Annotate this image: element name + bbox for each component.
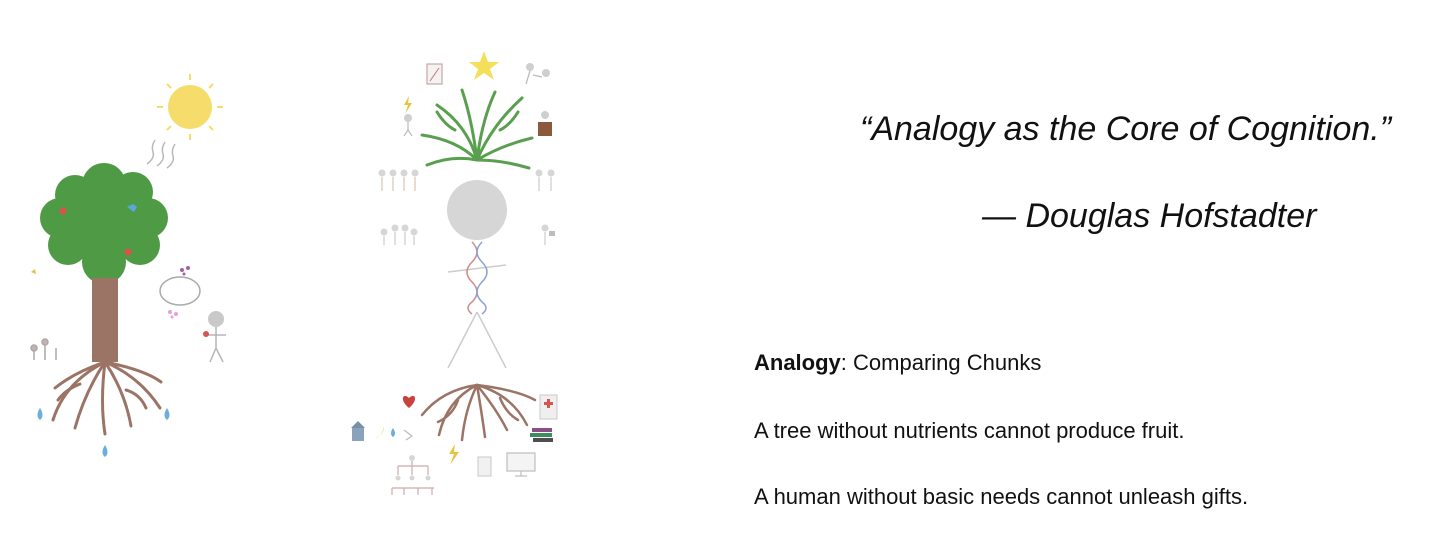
device-icon — [477, 456, 492, 477]
family-tree-icon — [391, 455, 434, 495]
quote-attribution: — Douglas Hofstadter — [982, 197, 1317, 235]
star-icon — [469, 51, 499, 80]
quote-text: “Analogy as the Core of Cognition.” — [860, 110, 1392, 148]
fruit-icon — [124, 248, 132, 256]
butterfly-icon — [180, 266, 190, 276]
apple-icon — [203, 331, 209, 337]
medical-kit-icon — [539, 394, 558, 420]
human-illustration — [351, 51, 558, 495]
analogy-definition: Analogy: Comparing Chunks — [754, 350, 1041, 376]
monitor-icon — [506, 452, 536, 477]
people-group-icon — [378, 169, 419, 191]
figure-body-icon — [447, 264, 507, 369]
people-group-icon — [535, 169, 555, 191]
lightning-icon — [449, 444, 459, 465]
figure-head-icon — [447, 180, 507, 240]
bird-icon — [127, 204, 137, 212]
tree-illustration — [30, 74, 226, 457]
heart-icon — [402, 395, 416, 408]
flower-icon — [168, 310, 178, 319]
fruit-icon — [59, 207, 67, 215]
water-drop-icon — [37, 408, 170, 457]
bee-icon — [31, 269, 36, 274]
roots-icon — [51, 360, 163, 436]
person-icon — [541, 224, 555, 245]
definition-term: Analogy — [754, 350, 841, 375]
foliage-icon — [40, 163, 168, 284]
trunk-icon — [92, 278, 118, 362]
person-icon — [206, 311, 226, 363]
dna-icon — [466, 241, 488, 315]
branches-icon — [420, 88, 534, 170]
person-podium-icon — [538, 111, 552, 136]
lightning-icon — [404, 96, 412, 114]
illustration-panel — [30, 51, 558, 495]
roots-icon — [420, 383, 537, 442]
rest-icon — [403, 429, 414, 441]
person-icon — [403, 114, 413, 137]
definition-text: : Comparing Chunks — [840, 350, 1042, 375]
house-icon — [351, 421, 365, 441]
cycle-icon — [159, 276, 201, 306]
sun-icon — [157, 74, 223, 140]
people-group-icon — [380, 224, 418, 245]
tree-statement: A tree without nutrients cannot produce … — [754, 418, 1185, 443]
sprout-icon — [30, 338, 57, 360]
sunlight-rays-icon — [146, 139, 176, 169]
water-drop-icon — [391, 428, 395, 437]
climbing-person-icon — [525, 63, 550, 85]
books-icon — [530, 428, 553, 442]
human-statement: A human without basic needs cannot unlea… — [754, 484, 1249, 509]
banana-icon — [374, 426, 384, 438]
